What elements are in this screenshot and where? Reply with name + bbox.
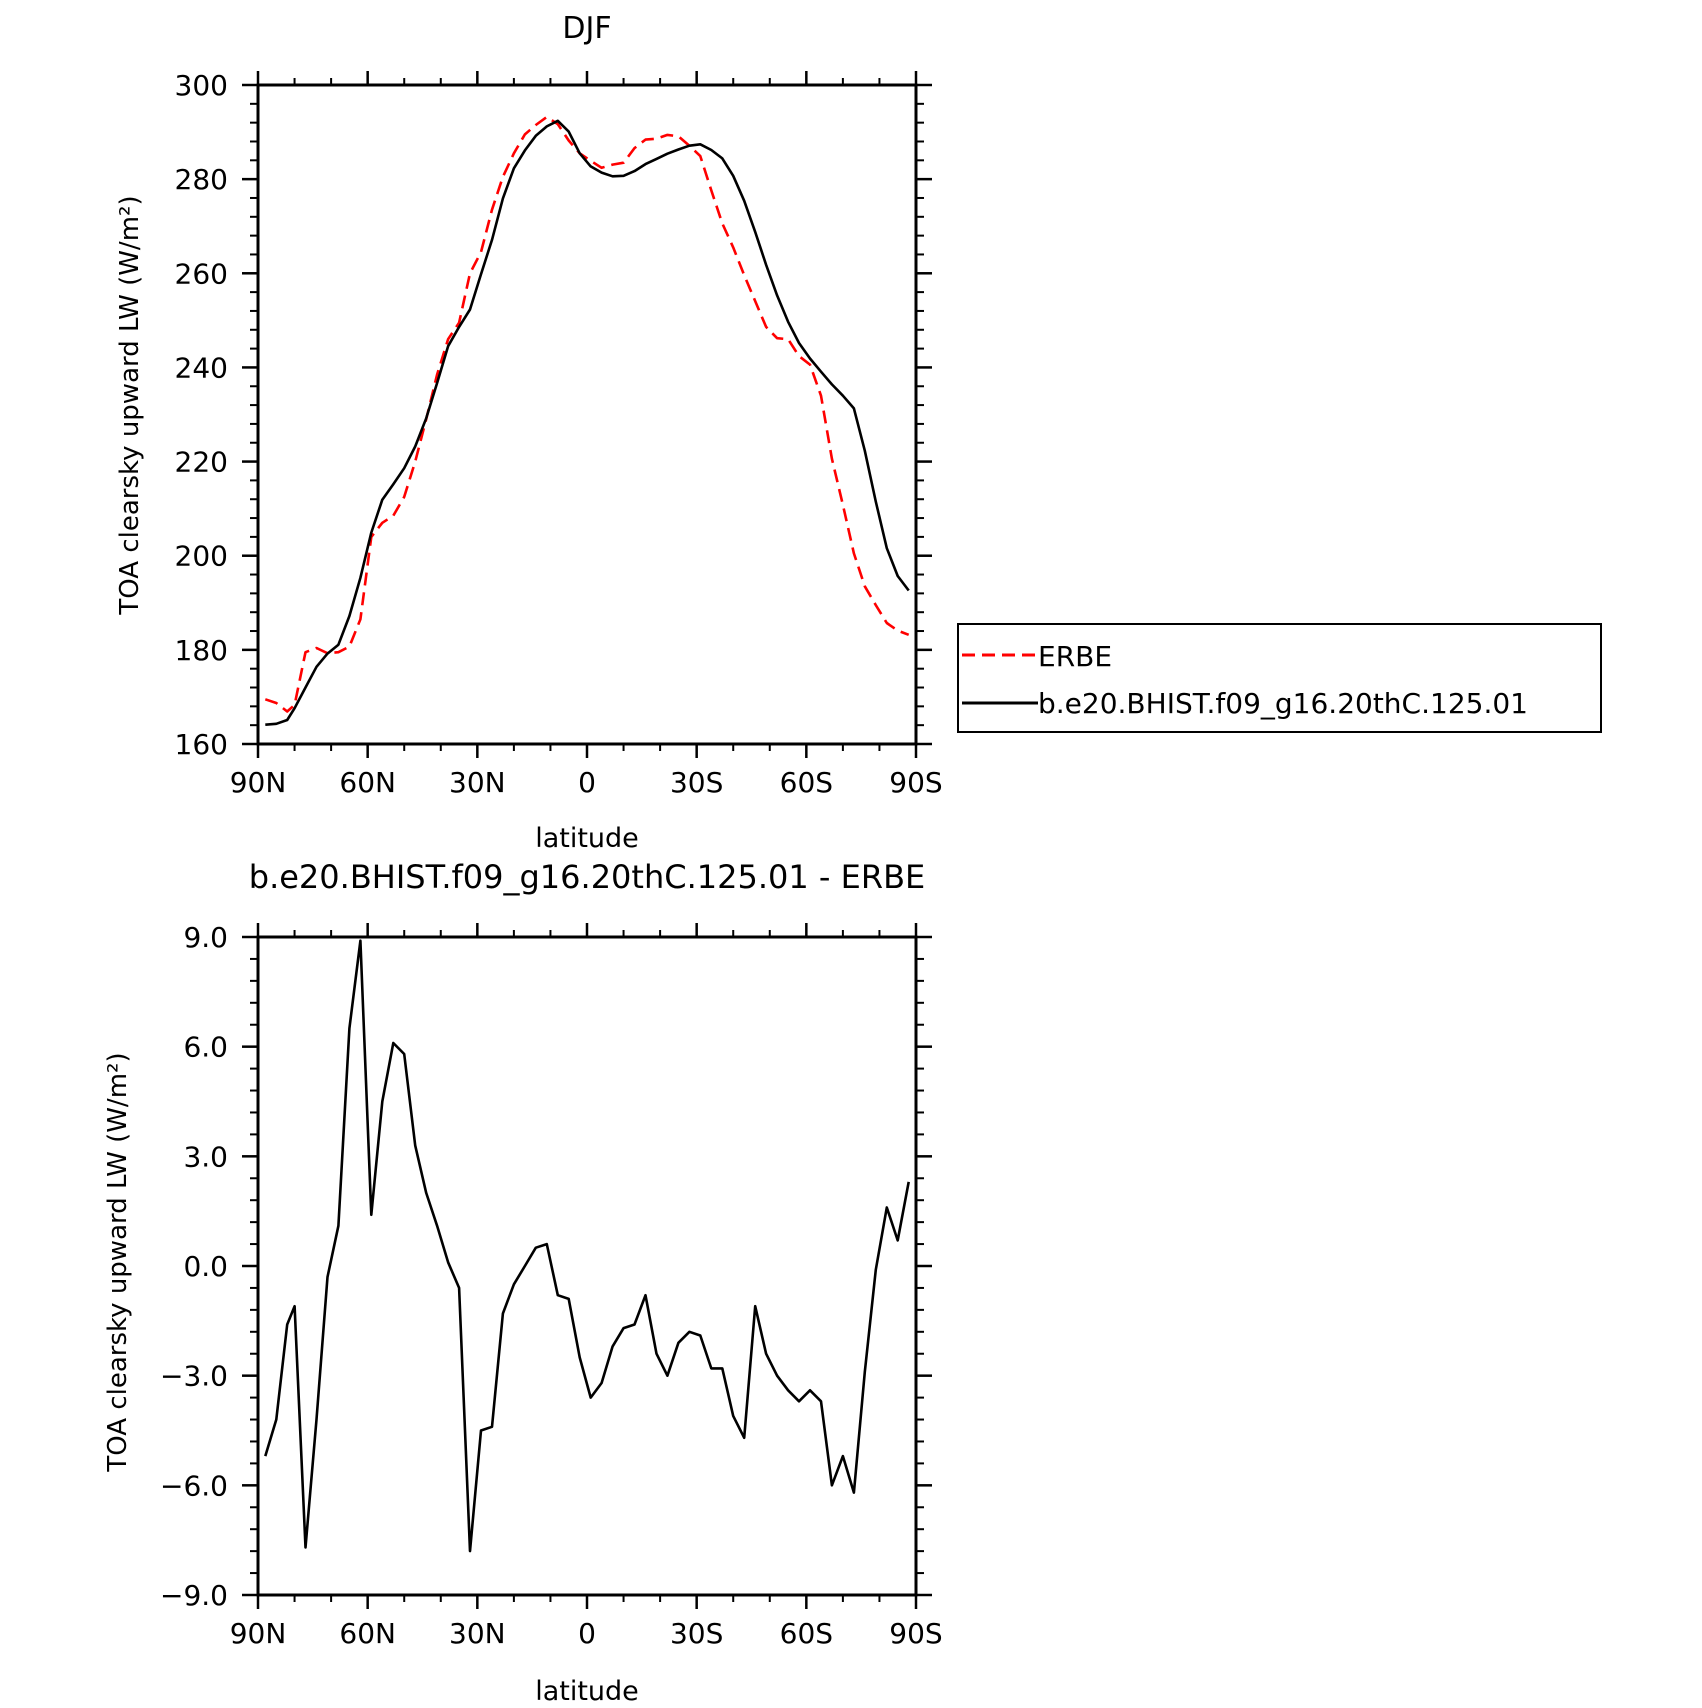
top-chart: DJF latitude TOA clearsky upward LW (W/m… — [115, 11, 1602, 854]
top-chart-ytick-label: 180 — [175, 634, 228, 667]
top-chart-ytick-label: 160 — [175, 728, 228, 761]
bottom-chart-xlabel: latitude — [535, 1676, 639, 1707]
top-chart-ytick-label: 260 — [175, 257, 228, 290]
bottom-chart-xtick-label: 30S — [670, 1617, 723, 1650]
bottom-chart-xtick-label: 60S — [780, 1617, 833, 1650]
bottom-chart-xtick-label: 90N — [230, 1617, 287, 1650]
bottom-chart-axes: 90N 60N 30N 0 30S 60S 90S −9.0 −6.0 −3.0 0.0 3.0 6.0… — [160, 921, 943, 1650]
top-chart-xtick-label: 0 — [578, 766, 596, 799]
bottom-chart-ytick-label: 6.0 — [183, 1031, 228, 1064]
bottom-chart-ytick-label: −6.0 — [160, 1469, 228, 1502]
bottom-chart-ytick-label: −3.0 — [160, 1360, 228, 1393]
top-chart-xlabel: latitude — [535, 823, 639, 854]
bottom-chart-title: b.e20.BHIST.f09_g16.20thC.125.01 - ERBE — [249, 858, 925, 896]
legend-model-label: b.e20.BHIST.f09_g16.20thC.125.01 — [1038, 687, 1528, 720]
legend-box — [957, 623, 1602, 733]
top-chart-series-line-1 — [265, 119, 910, 726]
top-chart-legend: ERBE b.e20.BHIST.f09_g16.20thC.125.01 — [957, 623, 1602, 733]
bottom-chart: b.e20.BHIST.f09_g16.20thC.125.01 - ERBE … — [103, 858, 943, 1707]
bottom-chart-series-line-0 — [264, 939, 910, 1553]
top-chart-ytick-label: 280 — [175, 163, 228, 196]
bottom-chart-ytick-label: 3.0 — [183, 1140, 228, 1173]
top-chart-ylabel: TOA clearsky upward LW (W/m²) — [115, 195, 145, 615]
bottom-chart-ytick-label: −9.0 — [160, 1579, 228, 1612]
top-chart-series — [264, 115, 910, 726]
top-chart-ytick-label: 240 — [175, 351, 228, 384]
top-chart-ytick-label: 200 — [175, 540, 228, 573]
bottom-chart-xtick-label: 30N — [449, 1617, 506, 1650]
top-chart-series-line-0 — [264, 115, 910, 713]
top-chart-xtick-label: 30N — [449, 766, 506, 799]
bottom-chart-xtick-label: 0 — [578, 1617, 596, 1650]
top-chart-ytick-label: 220 — [175, 446, 228, 479]
legend-erbe-label: ERBE — [1038, 640, 1112, 673]
bottom-chart-series — [264, 939, 910, 1553]
top-chart-xtick-label: 30S — [670, 766, 723, 799]
top-chart-xtick-label: 60N — [339, 766, 396, 799]
bottom-chart-xtick-label: 60N — [339, 1617, 396, 1650]
top-chart-xtick-label: 90S — [889, 766, 942, 799]
top-chart-xtick-label: 60S — [780, 766, 833, 799]
top-chart-title: DJF — [562, 11, 611, 46]
bottom-chart-ytick-label: 0.0 — [183, 1250, 228, 1283]
top-chart-ytick-label: 300 — [175, 69, 228, 102]
bottom-chart-xtick-label: 90S — [889, 1617, 942, 1650]
top-chart-axes: 90N 60N 30N 0 30S 60S 90S 160 180 200 220 240 260 280… — [175, 69, 943, 799]
bottom-chart-ytick-label: 9.0 — [183, 921, 228, 954]
bottom-chart-ylabel: TOA clearsky upward LW (W/m²) — [103, 1052, 133, 1472]
top-chart-xtick-label: 90N — [230, 766, 287, 799]
